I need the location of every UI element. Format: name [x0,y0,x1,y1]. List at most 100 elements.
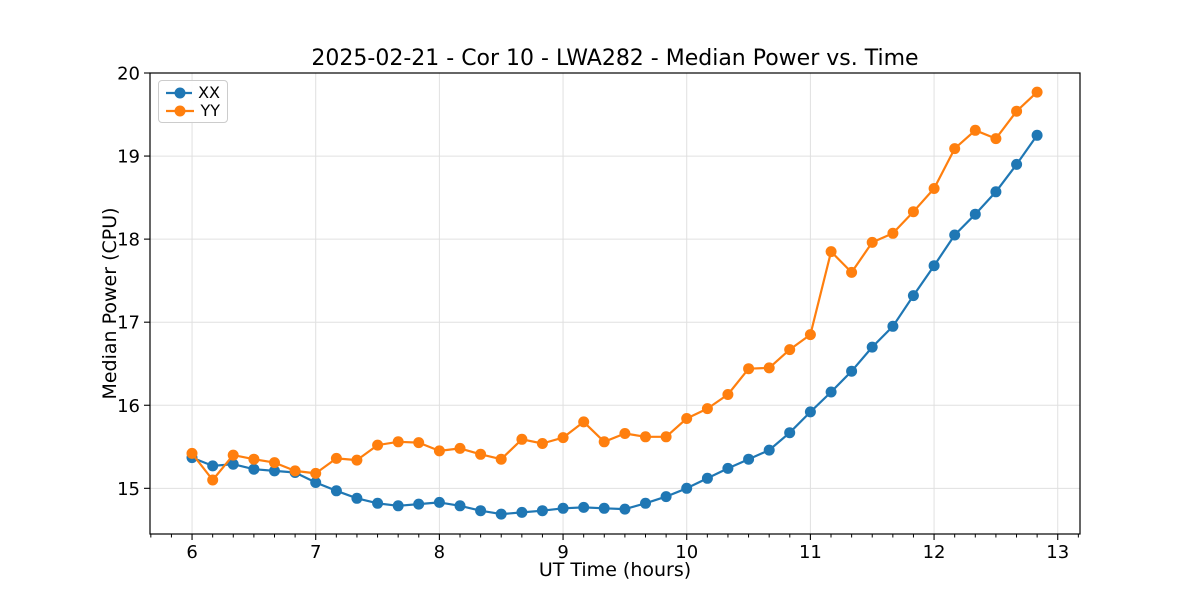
xx-line-marker-icon [166,87,193,99]
data-point [825,386,837,398]
data-point [433,445,445,457]
data-point [681,413,693,424]
data-point [763,444,775,456]
data-point [949,143,961,155]
data-point [660,491,672,503]
data-point [619,503,631,515]
data-point [763,362,775,374]
data-point [248,463,260,475]
data-point [269,457,280,469]
legend-item-xx: XX [165,84,220,102]
series-yy [186,86,1043,486]
data-point [866,236,878,248]
data-point [990,186,1002,198]
data-point [804,329,816,341]
data-point [413,498,425,510]
data-point [722,389,734,400]
data-point [784,427,796,439]
data-point [701,403,713,415]
data-point [372,497,384,509]
data-point [640,431,651,443]
data-point [207,460,219,472]
data-point [1031,129,1043,141]
data-point [475,448,487,460]
y-tick-label: 18 [117,230,140,251]
x-tick-label: 8 [434,542,445,563]
data-point [516,433,528,445]
data-point [949,229,961,241]
data-point [1031,86,1043,98]
data-point [578,416,590,428]
data-point [310,477,322,488]
data-point [640,497,651,509]
plot-border [149,72,1081,535]
data-point [392,500,404,512]
chart-title: 2025-02-21 - Cor 10 - LWA282 - Median Po… [311,46,918,71]
x-tick-label: 10 [675,542,698,563]
y-tick-label: 15 [117,479,140,500]
x-tick-label: 12 [923,542,946,563]
data-point [928,183,940,194]
data-point [1011,158,1023,170]
data-point [866,341,878,353]
data-point [1011,105,1023,117]
data-point [660,431,672,443]
data-point [557,432,569,444]
data-point [186,447,198,459]
data-point [846,365,858,377]
data-point [516,506,528,518]
data-point [227,458,239,470]
data-point [248,453,260,465]
data-point [598,436,610,448]
data-point [372,439,384,451]
x-tick-label: 7 [310,542,321,563]
legend-label-xx: XX [198,83,220,102]
data-point [784,344,796,356]
data-point [475,505,487,517]
data-point [289,465,301,477]
line-yy [190,90,1039,482]
data-point [701,472,713,484]
data-point [928,260,940,272]
data-point [598,502,610,514]
data-point [536,438,548,449]
data-point [887,227,899,239]
y-tick-label: 20 [117,64,140,85]
x-tick-label: 9 [557,542,568,563]
data-point [846,266,858,278]
data-point [269,465,280,477]
series-xx [186,129,1043,520]
data-point [495,508,507,520]
data-point [804,406,816,418]
data-point [413,437,425,449]
x-tick-label: 11 [799,542,822,563]
data-point [907,290,919,302]
legend-item-yy: YY [165,102,220,120]
data-point [330,452,342,464]
x-tick-label: 6 [186,542,197,563]
legend-label-yy: YY [200,101,220,120]
x-tick-label: 13 [1046,542,1069,563]
data-point [578,501,590,513]
data-point [887,320,899,332]
axes: 6 7 8 9 10 11 12 13 15 16 17 18 19 20 [117,64,1081,563]
grid [150,72,1080,534]
data-point [351,454,363,466]
y-tick-label: 16 [117,396,140,417]
data-point [433,496,445,508]
data-point [351,492,363,504]
x-axis-label: UT Time (hours) [539,559,691,581]
y-tick-label: 19 [117,147,140,168]
data-point [907,206,919,218]
data-point [330,485,342,497]
data-point [392,436,404,448]
data-point [557,502,569,514]
data-point [681,482,693,494]
data-point [990,133,1002,145]
line-xx [190,134,1039,516]
legend: XX YY [158,80,228,123]
data-point [619,428,631,439]
data-point [743,363,755,375]
